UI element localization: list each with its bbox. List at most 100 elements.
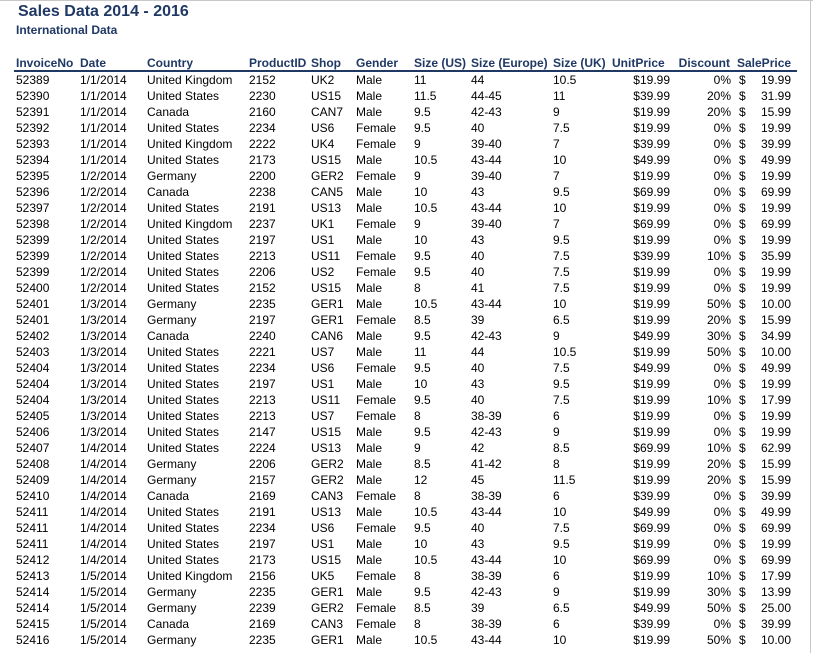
table-cell[interactable]: 10.5	[414, 633, 438, 647]
table-cell[interactable]: 1/3/2014	[80, 425, 127, 439]
table-cell[interactable]: 9.5	[553, 185, 570, 199]
table-cell[interactable]: 2200	[249, 169, 276, 183]
column-header[interactable]: Discount	[676, 55, 733, 72]
table-cell[interactable]: 52397	[16, 201, 50, 215]
table-cell[interactable]: United States	[147, 121, 220, 135]
table-cell[interactable]: 9.5	[414, 521, 431, 535]
table-cell[interactable]: US15	[311, 425, 342, 439]
sale-price-cell[interactable]: $19.99	[733, 264, 797, 280]
table-cell[interactable]: United States	[147, 393, 220, 407]
table-cell[interactable]: CAN7	[311, 105, 344, 119]
table-cell[interactable]: Male	[356, 505, 383, 519]
table-cell[interactable]: Female	[356, 569, 397, 583]
table-cell[interactable]: 6.5	[553, 313, 570, 327]
table-cell[interactable]: United States	[147, 89, 220, 103]
table-cell[interactable]: Male	[356, 105, 383, 119]
table-cell[interactable]: 2235	[249, 297, 276, 311]
table-cell[interactable]: 9	[553, 105, 560, 119]
table-cell[interactable]: 1/1/2014	[80, 137, 127, 151]
table-cell[interactable]: 2213	[249, 249, 276, 263]
table-cell[interactable]: 10	[553, 633, 567, 647]
table-cell[interactable]: 8	[414, 281, 421, 295]
table-cell[interactable]: US15	[311, 281, 342, 295]
table-cell[interactable]: 39	[471, 601, 485, 615]
table-cell[interactable]: 43-44	[471, 201, 502, 215]
table-cell[interactable]: 1/4/2014	[80, 537, 127, 551]
table-cell[interactable]: 44	[471, 73, 485, 87]
sale-price-cell[interactable]: $15.99	[733, 312, 797, 328]
table-cell[interactable]: 0%	[713, 425, 731, 439]
table-cell[interactable]: 1/1/2014	[80, 73, 127, 87]
sale-price-cell[interactable]: $69.99	[733, 520, 797, 536]
table-cell[interactable]: 0%	[713, 217, 731, 231]
sale-price-cell[interactable]: $35.99	[733, 248, 797, 264]
table-cell[interactable]: Female	[356, 169, 397, 183]
table-cell[interactable]: Male	[356, 441, 383, 455]
table-cell[interactable]: United States	[147, 233, 220, 247]
table-cell[interactable]: Female	[356, 217, 397, 231]
sale-price-cell[interactable]: $15.99	[733, 104, 797, 120]
table-cell[interactable]: 43-44	[471, 553, 502, 567]
table-cell[interactable]: 1/4/2014	[80, 457, 127, 471]
table-cell[interactable]: Female	[356, 393, 397, 407]
table-cell[interactable]: US1	[311, 537, 335, 551]
table-cell[interactable]: United Kingdom	[147, 73, 233, 87]
table-cell[interactable]: United States	[147, 505, 220, 519]
table-cell[interactable]: 1/3/2014	[80, 361, 127, 375]
table-cell[interactable]: GER1	[311, 585, 344, 599]
table-cell[interactable]: 1/1/2014	[80, 89, 127, 103]
table-cell[interactable]: $39.99	[633, 489, 670, 503]
table-cell[interactable]: 1/5/2014	[80, 633, 127, 647]
table-cell[interactable]: United States	[147, 377, 220, 391]
table-cell[interactable]: 50%	[706, 633, 731, 647]
table-cell[interactable]: 2206	[249, 265, 276, 279]
table-cell[interactable]: Male	[356, 345, 383, 359]
table-cell[interactable]: 1/3/2014	[80, 345, 127, 359]
table-cell[interactable]: $69.99	[633, 185, 670, 199]
table-cell[interactable]: 8	[414, 569, 421, 583]
sale-price-cell[interactable]: $17.99	[733, 392, 797, 408]
table-cell[interactable]: US15	[311, 153, 342, 167]
table-cell[interactable]: US11	[311, 249, 341, 263]
table-cell[interactable]: 9.5	[414, 361, 431, 375]
table-cell[interactable]: 1/5/2014	[80, 585, 127, 599]
table-cell[interactable]: 1/5/2014	[80, 617, 127, 631]
table-cell[interactable]: United States	[147, 361, 220, 375]
table-cell[interactable]: 10%	[706, 393, 731, 407]
table-cell[interactable]: CAN5	[311, 185, 344, 199]
table-cell[interactable]: United Kingdom	[147, 217, 233, 231]
table-cell[interactable]: 9	[553, 585, 560, 599]
table-cell[interactable]: 42-43	[471, 105, 502, 119]
table-cell[interactable]: $19.99	[633, 313, 670, 327]
table-cell[interactable]: $49.99	[633, 153, 670, 167]
table-cell[interactable]: Male	[356, 553, 383, 567]
table-cell[interactable]: 52415	[16, 617, 50, 631]
table-cell[interactable]: 2230	[249, 89, 276, 103]
table-cell[interactable]: United States	[147, 553, 220, 567]
table-cell[interactable]: Canada	[147, 617, 190, 631]
table-cell[interactable]: 8.5	[414, 457, 431, 471]
table-cell[interactable]: 10.5	[414, 297, 438, 311]
table-cell[interactable]: United Kingdom	[147, 137, 233, 151]
table-cell[interactable]: 52403	[16, 345, 50, 359]
table-cell[interactable]: Germany	[147, 457, 197, 471]
sale-price-cell[interactable]: $19.99	[733, 280, 797, 296]
table-cell[interactable]: $19.99	[633, 393, 670, 407]
sale-price-cell[interactable]: $13.99	[733, 584, 797, 600]
table-cell[interactable]: $19.99	[633, 73, 670, 87]
table-cell[interactable]: 1/4/2014	[80, 489, 127, 503]
table-cell[interactable]: 52407	[16, 441, 50, 455]
table-cell[interactable]: 1/2/2014	[80, 265, 127, 279]
table-cell[interactable]: 7.5	[553, 281, 570, 295]
table-cell[interactable]: US2	[311, 265, 335, 279]
table-cell[interactable]: 2221	[249, 345, 276, 359]
sale-price-cell[interactable]: $19.99	[733, 71, 797, 88]
table-cell[interactable]: 8	[414, 617, 421, 631]
table-cell[interactable]: 50%	[706, 601, 731, 615]
column-header[interactable]: Size (US)	[414, 55, 471, 72]
table-cell[interactable]: 52399	[16, 265, 50, 279]
sale-price-cell[interactable]: $15.99	[733, 472, 797, 488]
table-cell[interactable]: Male	[356, 473, 383, 487]
table-cell[interactable]: Male	[356, 185, 383, 199]
table-cell[interactable]: Germany	[147, 473, 197, 487]
